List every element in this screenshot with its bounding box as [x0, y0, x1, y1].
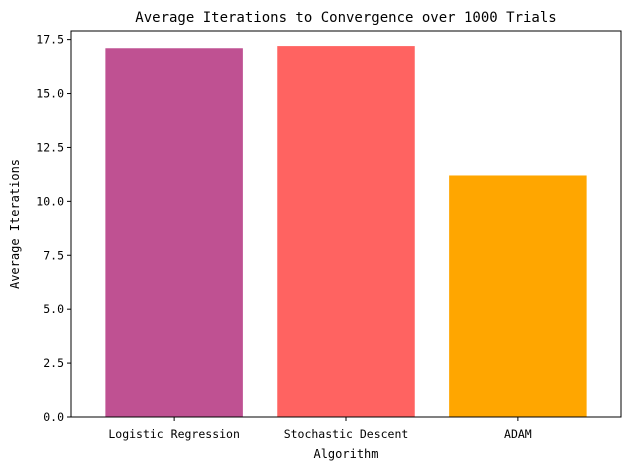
x-tick-label: Logistic Regression	[108, 427, 240, 441]
chart-title: Average Iterations to Convergence over 1…	[135, 10, 556, 26]
bar-stochastic-descent	[277, 46, 415, 417]
y-tick-label: 15.0	[36, 87, 64, 101]
plot-frame	[70, 30, 622, 418]
y-axis: 0.0 2.5 5.0 7.5 10.0 12.5 15.0 17.5	[36, 33, 71, 424]
x-tick-label: Stochastic Descent	[284, 427, 409, 441]
bar-adam	[449, 175, 587, 417]
y-tick-label: 10.0	[36, 194, 64, 208]
y-axis-label: Average Iterations	[8, 159, 22, 289]
y-tick-label: 12.5	[36, 140, 64, 154]
y-tick-label: 7.5	[43, 248, 64, 262]
y-tick-label: 5.0	[43, 302, 64, 316]
y-tick-label: 0.0	[43, 410, 64, 424]
x-tick-label: ADAM	[504, 427, 532, 441]
y-tick-label: 17.5	[36, 33, 64, 47]
y-tick-label: 2.5	[43, 356, 64, 370]
x-axis-label: Algorithm	[313, 447, 378, 461]
bar-logistic-regression	[105, 48, 243, 417]
x-axis: Logistic Regression Stochastic Descent ADA…	[108, 417, 532, 441]
bars-group	[105, 46, 587, 417]
